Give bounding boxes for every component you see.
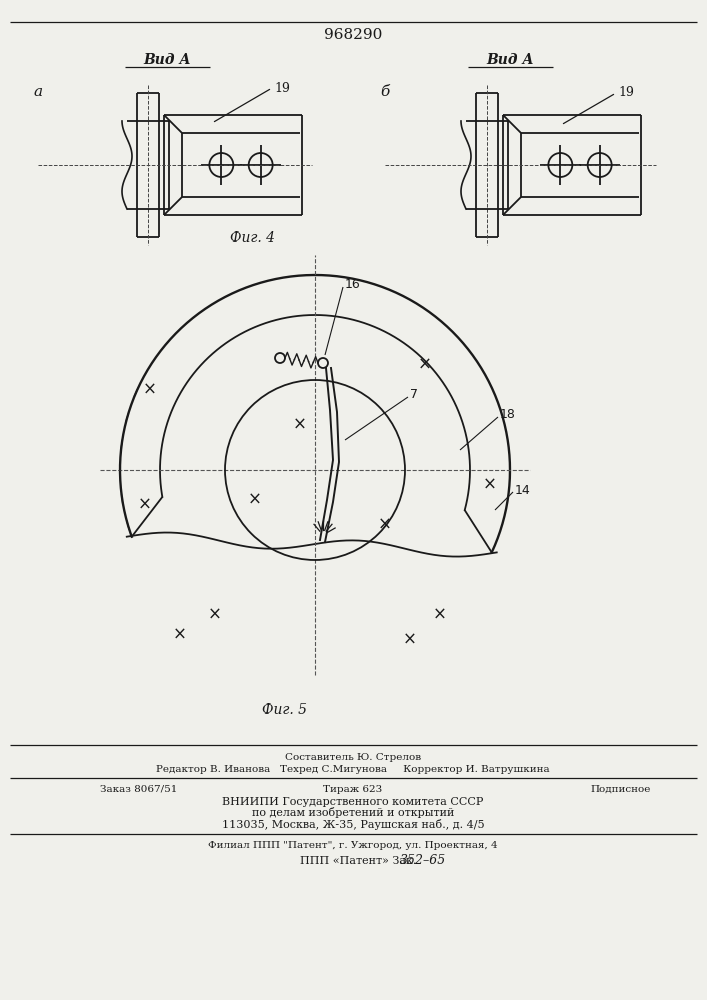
Text: ×: × [483, 476, 497, 494]
Text: Вид А: Вид А [144, 53, 191, 67]
Text: Заказ 8067/51: Заказ 8067/51 [100, 784, 177, 794]
Text: ×: × [208, 606, 222, 624]
Text: 19: 19 [618, 86, 634, 99]
Text: 968290: 968290 [324, 28, 382, 42]
Text: Фиг. 4: Фиг. 4 [230, 231, 276, 245]
Text: ×: × [403, 631, 417, 649]
Text: а: а [33, 85, 42, 99]
Text: б: б [380, 85, 390, 99]
Text: Подписное: Подписное [590, 784, 650, 794]
Text: ВНИИПИ Государственного комитета СССР: ВНИИПИ Государственного комитета СССР [222, 797, 484, 807]
Text: ×: × [248, 491, 262, 509]
Text: 16: 16 [345, 278, 361, 292]
Text: 352–65: 352–65 [400, 854, 446, 867]
Text: 7: 7 [410, 388, 418, 401]
Text: ×: × [378, 516, 392, 534]
Text: ×: × [293, 416, 307, 434]
Text: Филиал ППП "Патент", г. Ужгород, ул. Проектная, 4: Филиал ППП "Патент", г. Ужгород, ул. Про… [208, 842, 498, 850]
Text: Редактор В. Иванова   Техред С.Мигунова     Корректор И. Ватрушкина: Редактор В. Иванова Техред С.Мигунова Ко… [156, 764, 550, 774]
Text: ×: × [143, 381, 157, 399]
Text: 113035, Москва, Ж-35, Раушская наб., д. 4/5: 113035, Москва, Ж-35, Раушская наб., д. … [222, 818, 484, 830]
Text: ×: × [418, 356, 432, 374]
Text: ×: × [173, 626, 187, 644]
Text: 18: 18 [500, 408, 516, 422]
Text: ×: × [433, 606, 447, 624]
Text: 19: 19 [274, 82, 290, 95]
Text: Фиг. 5: Фиг. 5 [262, 703, 308, 717]
Text: Тираж 623: Тираж 623 [323, 784, 382, 794]
Text: Вид А: Вид А [486, 53, 534, 67]
Text: Составитель Ю. Стрелов: Составитель Ю. Стрелов [285, 752, 421, 762]
Text: ППП «Патент» Зак.: ППП «Патент» Зак. [300, 856, 416, 866]
Text: 14: 14 [515, 484, 531, 496]
Text: по делам изобретений и открытий: по делам изобретений и открытий [252, 808, 454, 818]
Text: ×: × [138, 496, 152, 514]
